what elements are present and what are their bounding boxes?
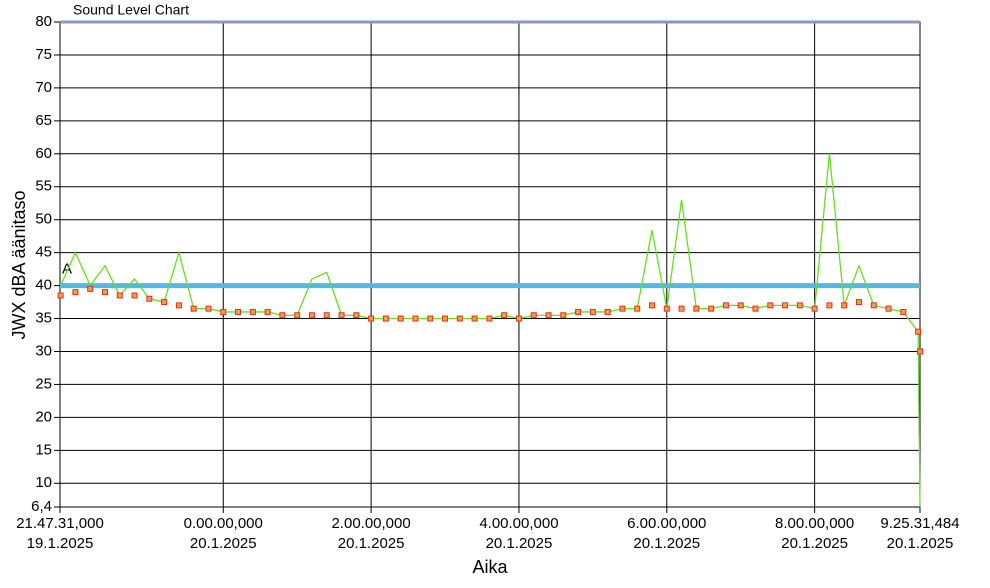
point bbox=[353, 312, 360, 319]
point bbox=[131, 292, 138, 299]
y-tick-label: 70 bbox=[35, 79, 52, 96]
limit-label: A bbox=[62, 261, 72, 278]
y-tick-label: 30 bbox=[35, 342, 52, 359]
point bbox=[885, 305, 892, 312]
point bbox=[693, 305, 700, 312]
point bbox=[545, 312, 552, 319]
y-tick-label: 55 bbox=[35, 178, 52, 195]
y-axis-label: JWX dBA äänitaso bbox=[9, 190, 29, 339]
x-tick-label: 8.00.00,000 bbox=[775, 515, 854, 532]
x-tick-label: 20.1.2025 bbox=[486, 535, 553, 552]
x-tick-label: 4.00.00,000 bbox=[479, 515, 558, 532]
x-tick-label: 20.1.2025 bbox=[887, 535, 954, 552]
point bbox=[604, 308, 611, 315]
point bbox=[427, 315, 434, 322]
point bbox=[101, 289, 108, 296]
y-tick-label: 50 bbox=[35, 211, 52, 228]
point bbox=[501, 312, 508, 319]
point bbox=[294, 312, 301, 319]
point bbox=[811, 305, 818, 312]
point bbox=[220, 308, 227, 315]
x-axis-label: Aika bbox=[472, 557, 508, 577]
point bbox=[589, 308, 596, 315]
y-tick-label: 45 bbox=[35, 244, 52, 261]
point bbox=[796, 302, 803, 309]
point bbox=[190, 305, 197, 312]
point bbox=[397, 315, 404, 322]
y-tick-label: 6,4 bbox=[31, 498, 52, 515]
y-tick-label: 40 bbox=[35, 277, 52, 294]
point bbox=[205, 305, 212, 312]
point bbox=[649, 302, 656, 309]
point bbox=[87, 285, 94, 292]
point bbox=[249, 308, 256, 315]
chart-title: Sound Level Chart bbox=[73, 2, 189, 18]
x-tick-label: 20.1.2025 bbox=[781, 535, 848, 552]
y-tick-label: 15 bbox=[35, 441, 52, 458]
point bbox=[175, 302, 182, 309]
point bbox=[678, 305, 685, 312]
point bbox=[235, 308, 242, 315]
point bbox=[826, 302, 833, 309]
point bbox=[915, 328, 922, 335]
y-tick-label: 20 bbox=[35, 408, 52, 425]
point bbox=[917, 348, 923, 355]
x-tick-label: 9.25.31,484 bbox=[880, 515, 959, 532]
point bbox=[338, 312, 345, 319]
point bbox=[279, 312, 286, 319]
point bbox=[323, 312, 330, 319]
point bbox=[855, 299, 862, 306]
point bbox=[752, 305, 759, 312]
point bbox=[308, 312, 315, 319]
x-tick-label: 19.1.2025 bbox=[27, 535, 94, 552]
x-tick-label: 6.00.00,000 bbox=[627, 515, 706, 532]
point bbox=[382, 315, 389, 322]
y-tick-label: 80 bbox=[35, 13, 52, 30]
point bbox=[57, 292, 64, 299]
point bbox=[870, 302, 877, 309]
y-tick-label: 60 bbox=[35, 145, 52, 162]
point bbox=[530, 312, 537, 319]
point bbox=[575, 308, 582, 315]
point bbox=[767, 302, 774, 309]
x-tick-label: 0.00.00,000 bbox=[184, 515, 263, 532]
point bbox=[782, 302, 789, 309]
point bbox=[486, 315, 493, 322]
point bbox=[72, 289, 79, 296]
point bbox=[841, 302, 848, 309]
point bbox=[146, 295, 153, 302]
y-tick-label: 35 bbox=[35, 310, 52, 327]
point bbox=[442, 315, 449, 322]
point bbox=[619, 305, 626, 312]
point bbox=[515, 315, 522, 322]
y-tick-label: 75 bbox=[35, 46, 52, 63]
point bbox=[368, 315, 375, 322]
x-tick-label: 20.1.2025 bbox=[190, 535, 257, 552]
point bbox=[722, 302, 729, 309]
x-tick-label: 20.1.2025 bbox=[633, 535, 700, 552]
x-tick-label: 21.47.31,000 bbox=[16, 515, 104, 532]
point bbox=[412, 315, 419, 322]
point bbox=[560, 312, 567, 319]
point bbox=[708, 305, 715, 312]
point bbox=[264, 308, 271, 315]
point bbox=[900, 308, 907, 315]
point bbox=[737, 302, 744, 309]
point bbox=[471, 315, 478, 322]
point bbox=[663, 305, 670, 312]
y-tick-label: 10 bbox=[35, 474, 52, 491]
point bbox=[161, 299, 168, 306]
x-tick-label: 2.00.00,000 bbox=[331, 515, 410, 532]
point bbox=[456, 315, 463, 322]
x-tick-label: 20.1.2025 bbox=[338, 535, 405, 552]
point bbox=[634, 305, 641, 312]
y-tick-label: 25 bbox=[35, 375, 52, 392]
y-tick-label: 65 bbox=[35, 112, 52, 129]
point bbox=[116, 292, 123, 299]
